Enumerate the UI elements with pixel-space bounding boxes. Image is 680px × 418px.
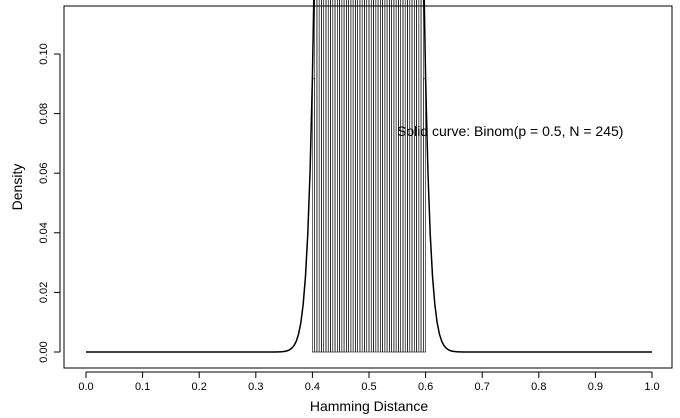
x-tick-label: 0.5 (361, 381, 376, 393)
x-tick-label: 0.7 (475, 381, 490, 393)
hist-bar (386, 0, 390, 353)
hist-bar (384, 0, 388, 353)
hist-bar (416, 0, 420, 353)
x-tick-label: 0.4 (305, 381, 320, 393)
hist-bar (366, 0, 370, 353)
y-axis-label: Density (9, 164, 25, 211)
x-tick-label: 0.3 (248, 381, 263, 393)
hist-bar (420, 0, 424, 353)
hist-bar (398, 0, 401, 353)
hist-bar (400, 0, 404, 353)
hist-bar (332, 0, 336, 353)
hist-bar (316, 0, 320, 353)
hist-bar (361, 0, 365, 353)
x-tick-label: 1.0 (644, 381, 659, 393)
x-axis-label: Hamming Distance (310, 398, 428, 414)
hist-bar (418, 0, 422, 353)
hist-bar (377, 0, 381, 353)
hist-bar (391, 0, 395, 353)
hist-bar (346, 0, 349, 353)
hist-bar (411, 0, 415, 353)
hist-bar (325, 0, 329, 353)
hist-bar (318, 0, 322, 353)
hist-bar (343, 0, 347, 353)
x-tick-label: 0.0 (78, 381, 93, 393)
y-tick-label: 0.10 (38, 43, 50, 64)
y-tick-label: 0.06 (38, 162, 50, 183)
hist-bar (373, 0, 377, 353)
hist-bar (423, 78, 426, 353)
hist-bar (323, 0, 327, 353)
hist-bar (395, 0, 399, 353)
hist-bar (407, 0, 411, 353)
hist-bar (327, 0, 331, 353)
hist-bar (364, 0, 368, 353)
hist-bar (375, 0, 379, 353)
y-tick-label: 0.04 (38, 222, 50, 243)
hist-bar (330, 0, 334, 353)
hist-bar (393, 0, 397, 353)
hist-bar (341, 0, 345, 353)
hist-bar (321, 0, 325, 353)
hist-bar (336, 0, 340, 353)
hist-bar (404, 0, 408, 353)
plot-frame (63, 5, 673, 369)
hist-bar (355, 0, 358, 353)
hist-bar (352, 0, 356, 353)
binomial-curve (86, 0, 652, 353)
x-tick-label: 0.2 (192, 381, 207, 393)
x-tick-label: 0.6 (418, 381, 433, 393)
hist-bar (413, 0, 417, 353)
hist-bar (370, 0, 374, 353)
hist-bar (380, 0, 383, 353)
hist-bar (312, 78, 315, 353)
x-tick-label: 0.9 (588, 381, 603, 393)
curve-annotation: Solid curve: Binom(p = 0.5, N = 245) (397, 123, 623, 139)
hist-bar (334, 0, 338, 353)
hist-bar (409, 0, 413, 353)
hist-bar (339, 0, 343, 353)
hist-bar (389, 0, 392, 353)
hist-bar (368, 0, 372, 353)
x-tick-label: 0.8 (531, 381, 546, 393)
histogram-bars (312, 0, 426, 353)
hist-bar (314, 0, 318, 353)
y-tick-label: 0.02 (38, 282, 50, 303)
hist-bar (357, 0, 361, 353)
hist-bar (402, 0, 406, 353)
y-tick-label: 0.00 (38, 341, 50, 362)
hist-bar (382, 0, 386, 353)
hist-bar (350, 0, 354, 353)
x-tick-label: 0.1 (135, 381, 150, 393)
x-axis: 0.0 0.1 0.2 0.3 0.4 0.5 0.6 0.7 0.8 0.9 1.0 (78, 371, 660, 393)
y-axis: 0.00 0.02 0.04 0.06 0.08 0.10 (38, 43, 61, 363)
y-tick-label: 0.08 (38, 103, 50, 124)
hist-bar (348, 0, 352, 353)
hist-bar (359, 0, 363, 353)
